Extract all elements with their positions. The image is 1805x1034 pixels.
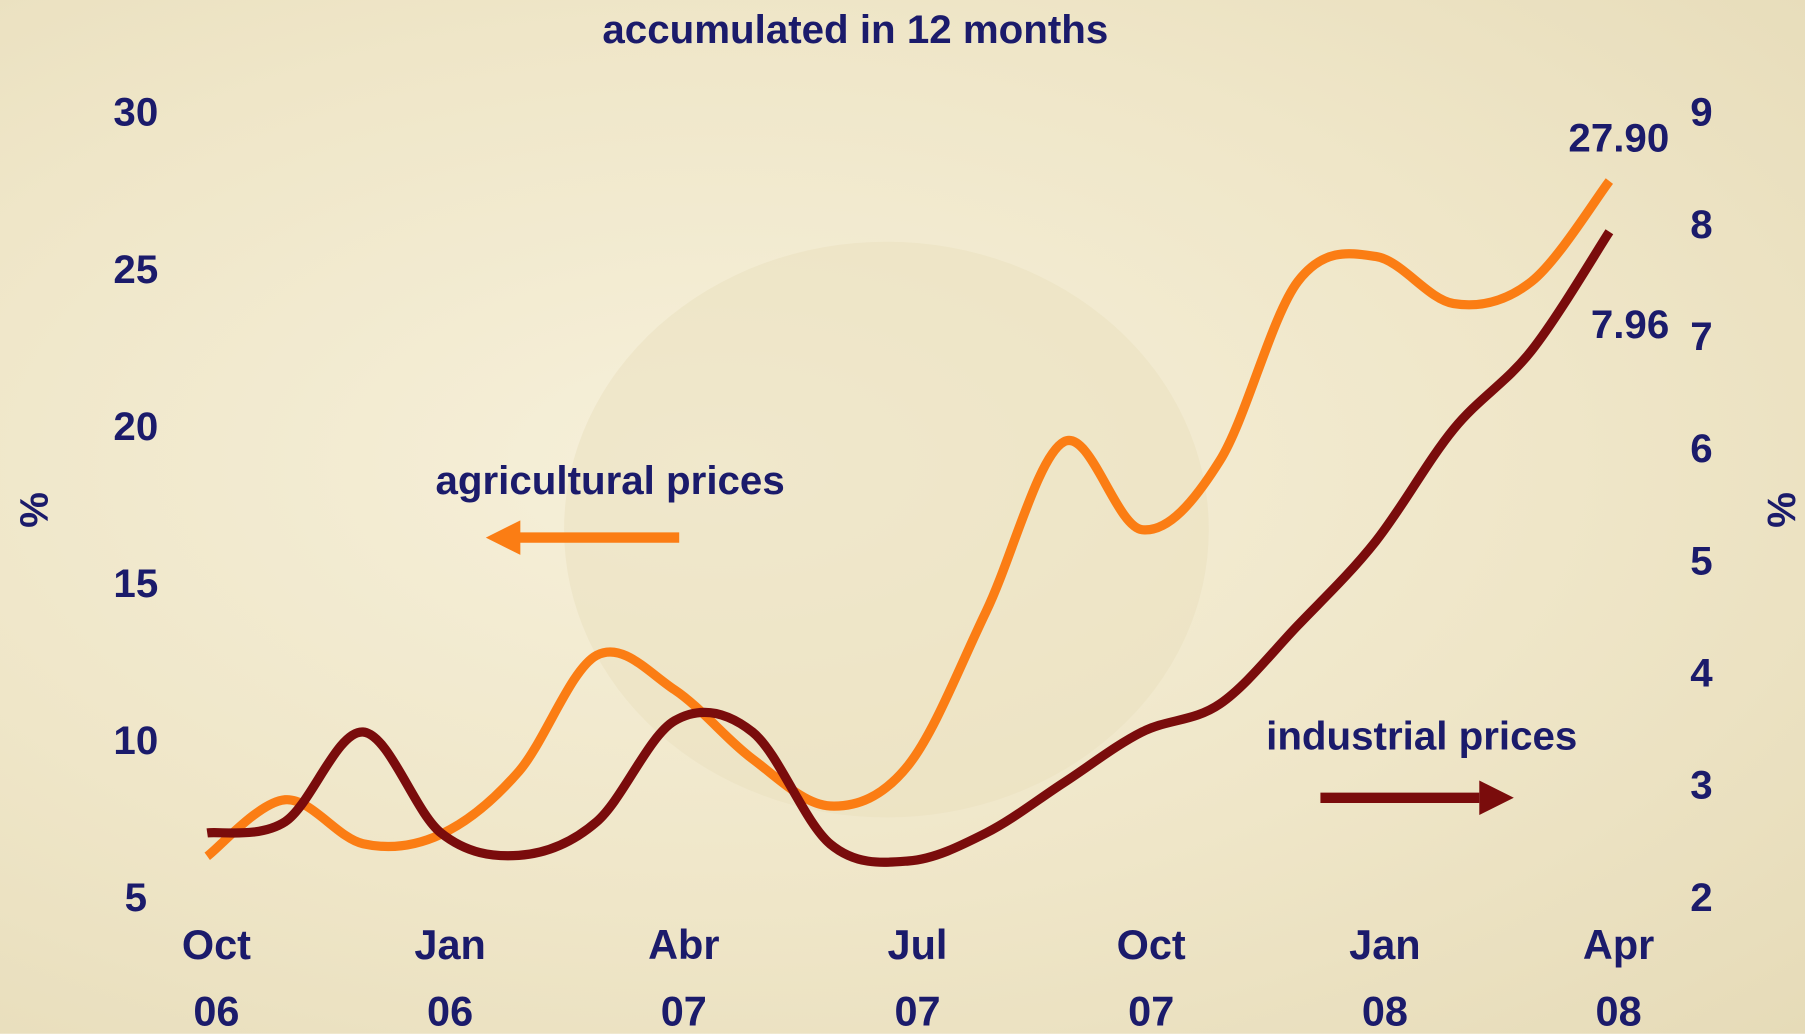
- series-label: industrial prices: [1266, 714, 1577, 759]
- y-axis-label: %: [11, 492, 56, 528]
- x-tick-label: Oct 06: [165, 912, 269, 1034]
- y2-axis-label: %: [1759, 492, 1804, 528]
- y-tick-label: 10: [113, 718, 158, 763]
- y-tick-label: 15: [113, 561, 158, 606]
- y-tick-label: 20: [113, 404, 158, 449]
- x-tick-label: Apr 08: [1567, 912, 1671, 1034]
- y2-tick-label: 5: [1690, 538, 1712, 583]
- arrow-head: [1479, 781, 1514, 816]
- data-label: 27.90: [1568, 115, 1669, 160]
- chart-svg: accumulated in 12 months % % 51015202530…: [0, 0, 1805, 1034]
- x-tick-label: Abr 07: [632, 912, 736, 1034]
- y2-tick-label: 2: [1690, 875, 1712, 920]
- y2-tick-label: 9: [1690, 90, 1712, 135]
- y-tick-label: 25: [113, 247, 158, 292]
- x-tick-label: Oct 07: [1099, 912, 1203, 1034]
- arrow-head: [486, 520, 521, 555]
- y2-tick-label: 7: [1690, 314, 1712, 359]
- data-label: 7.96: [1591, 302, 1669, 347]
- x-tick-label: Jan 06: [398, 912, 502, 1034]
- y2-tick-label: 8: [1690, 202, 1712, 247]
- chart-title: accumulated in 12 months: [602, 7, 1108, 52]
- y-tick-label: 30: [113, 90, 158, 135]
- y-tick-label: 5: [125, 875, 147, 920]
- series-label: agricultural prices: [436, 458, 785, 503]
- y2-tick-label: 3: [1690, 763, 1712, 808]
- y2-tick-label: 4: [1690, 651, 1713, 696]
- chart: accumulated in 12 months % % 51015202530…: [0, 0, 1805, 1034]
- x-tick-label: Jul 07: [866, 912, 970, 1034]
- y2-tick-label: 6: [1690, 426, 1712, 471]
- x-tick-label: Jan 08: [1333, 912, 1437, 1034]
